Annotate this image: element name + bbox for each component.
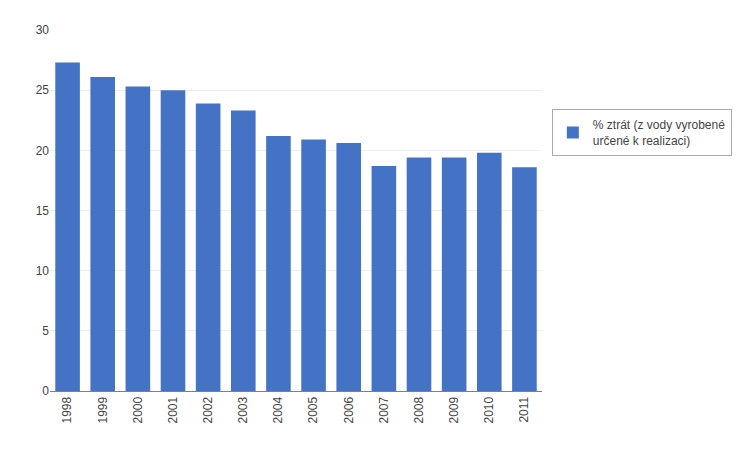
svg-text:30: 30 xyxy=(36,23,50,37)
svg-text:15: 15 xyxy=(36,204,50,218)
svg-text:0: 0 xyxy=(42,384,49,398)
svg-text:2003: 2003 xyxy=(236,396,250,423)
svg-text:1999: 1999 xyxy=(96,396,110,423)
svg-text:25: 25 xyxy=(36,83,50,97)
svg-text:% ztrát (z vody vyrobenéurčené: % ztrát (z vody vyrobenéurčené k realiza… xyxy=(593,118,725,148)
svg-text:2004: 2004 xyxy=(271,396,285,423)
svg-text:2001: 2001 xyxy=(166,396,180,423)
svg-text:2009: 2009 xyxy=(447,396,461,423)
svg-text:2000: 2000 xyxy=(131,396,145,423)
svg-text:2011: 2011 xyxy=(517,396,531,422)
svg-text:2005: 2005 xyxy=(306,396,320,423)
svg-text:2008: 2008 xyxy=(412,396,426,423)
svg-text:5: 5 xyxy=(42,324,49,338)
svg-text:10: 10 xyxy=(36,264,50,278)
svg-text:20: 20 xyxy=(36,144,50,158)
svg-text:1998: 1998 xyxy=(60,396,74,423)
svg-text:2010: 2010 xyxy=(482,396,496,423)
svg-text:2007: 2007 xyxy=(377,396,391,423)
svg-text:2006: 2006 xyxy=(342,396,356,423)
svg-text:2002: 2002 xyxy=(201,396,215,423)
